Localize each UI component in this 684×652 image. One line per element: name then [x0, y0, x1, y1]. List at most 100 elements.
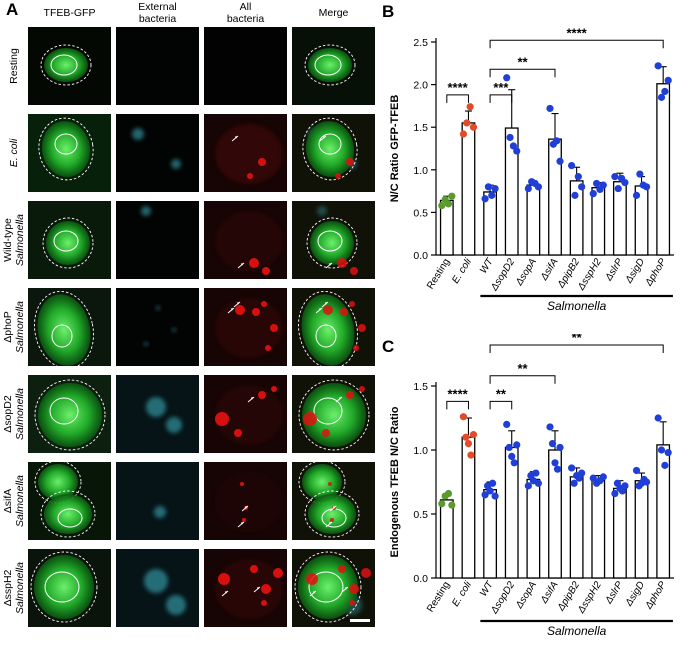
y-tick-label: 1.5: [413, 381, 428, 393]
micrograph-image: [116, 549, 199, 627]
micrograph-sifa-all: [204, 462, 287, 540]
data-point: [553, 465, 562, 473]
column-header-all: All bacteria: [204, 1, 287, 25]
bar-10: [656, 83, 671, 256]
data-point: [578, 469, 586, 477]
row-label-line: Salmonella: [14, 475, 26, 527]
data-point: [510, 459, 518, 467]
bar-1: [461, 436, 476, 579]
significance-label: ****: [448, 386, 469, 401]
data-point: [546, 423, 554, 431]
bar-5: [548, 138, 562, 256]
data-point: [621, 178, 629, 187]
data-point: [574, 173, 582, 181]
significance-bracket: [489, 400, 513, 410]
micrograph-image: [28, 288, 111, 366]
micrograph-sopd2-merge: [292, 375, 375, 453]
data-point: [513, 441, 521, 449]
x-tick-label: Resting: [425, 580, 452, 615]
data-point: [599, 473, 607, 481]
panel-c-svg: C 0.0 0.5 1.0 1.5 Endogenous TFEB N/C Ratio Re…: [382, 330, 674, 638]
data-point: [467, 451, 475, 459]
data-point: [632, 191, 641, 199]
micrograph-image: [116, 462, 199, 540]
x-tick-label: ΔsifA: [538, 256, 560, 283]
data-point: [589, 474, 597, 482]
y-tick-label: 1.0: [413, 165, 428, 177]
y-tick-label: 0.0: [413, 250, 428, 262]
micrograph-ssph2-merge: [292, 549, 375, 627]
panel-c-chart: C 0.0 0.5 1.0 1.5 Endogenous TFEB N/C Ratio Re…: [376, 330, 684, 652]
data-point: [654, 414, 662, 422]
data-point: [513, 147, 521, 155]
micrograph-image: [204, 375, 287, 453]
data-point: [438, 201, 446, 210]
data-point: [621, 482, 629, 490]
significance-label: **: [572, 334, 583, 345]
data-point: [568, 161, 576, 170]
data-point: [466, 103, 474, 111]
micrograph-ssph2-all: [204, 549, 287, 627]
column-header-merge: Merge: [292, 7, 375, 19]
data-point: [469, 431, 478, 439]
y-axis-label: N/C Ratio GFP-TFEB: [389, 95, 401, 203]
bar-0: [439, 499, 454, 579]
micrograph-sifa-merge: [292, 462, 375, 540]
significance-label: **: [517, 361, 528, 376]
x-tick-label: E. coli: [450, 579, 474, 609]
micrograph-image: [28, 549, 111, 627]
data-point: [444, 489, 453, 498]
data-point: [636, 170, 644, 178]
micrograph-image: [28, 201, 111, 279]
data-point: [548, 440, 557, 448]
micrograph-image: [292, 27, 375, 105]
micrograph-sifa-ext: [116, 462, 199, 540]
micrograph-sopd2-tfeb: [28, 375, 111, 453]
row-label-line: Salmonella: [14, 301, 26, 353]
column-header-tfeb: TFEB-GFP: [28, 7, 111, 19]
micrograph-resting-ext: [116, 27, 199, 105]
x-tick-label: ΔphoP: [643, 256, 669, 288]
bar-2: [483, 489, 498, 579]
micrograph-image: [204, 114, 287, 192]
bar-4: [526, 184, 541, 256]
data-point: [614, 184, 622, 193]
data-point: [661, 461, 669, 469]
data-point: [462, 433, 470, 441]
significance-bracket: [489, 94, 513, 103]
row-label-wt: Wild-type Salmonella: [2, 200, 26, 280]
bar-6: [569, 476, 584, 579]
bar-8: [612, 487, 627, 579]
row-label-phop: ΔphoP Salmonella: [2, 287, 26, 367]
micrograph-image: [204, 288, 287, 366]
data-point: [571, 191, 579, 199]
micrograph-image: [116, 114, 199, 192]
data-point: [534, 183, 542, 191]
x-tick-label: E. coli: [450, 256, 474, 286]
data-point: [469, 123, 478, 131]
data-point: [642, 183, 651, 191]
group-label: Salmonella: [547, 624, 607, 638]
x-tick-label: Resting: [425, 257, 452, 292]
row-label-line: Salmonella: [14, 562, 26, 614]
significance-label: ****: [448, 80, 469, 95]
row-label-line: Resting: [8, 48, 20, 84]
micrograph-resting-merge: [292, 27, 375, 105]
x-tick-label: ΔslrP: [603, 579, 626, 606]
x-tick-label: ΔsifA: [538, 579, 560, 606]
bar-10: [656, 444, 671, 579]
micrograph-ssph2-ext: [116, 549, 199, 627]
panel-b-svg: B 0.0 0.5 1.0 1.5 2.0 2.5 N/C Ratio GFP-TFEB Res…: [382, 2, 674, 313]
micrograph-wt-ext: [116, 201, 199, 279]
y-axis-label: Endogenous TFEB N/C Ratio: [389, 406, 401, 557]
micrograph-image: [204, 462, 287, 540]
row-label-sopd2: ΔsopD2 Salmonella: [2, 374, 26, 454]
data-point: [553, 137, 561, 145]
data-point: [654, 62, 662, 70]
panel-a-letter: A: [6, 0, 19, 19]
data-point: [488, 191, 496, 199]
significance-label: **: [496, 386, 507, 401]
significance-bracket: [446, 94, 469, 103]
micrograph-image: [292, 114, 375, 192]
data-point: [503, 420, 511, 428]
